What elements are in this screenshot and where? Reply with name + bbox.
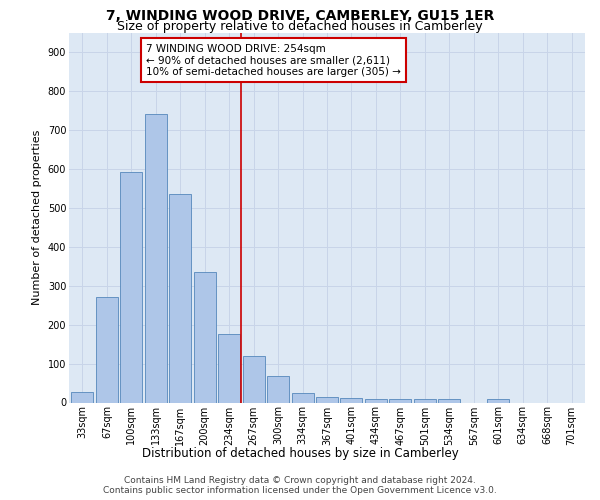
Y-axis label: Number of detached properties: Number of detached properties	[32, 130, 42, 305]
Bar	[194, 272, 216, 402]
Bar	[414, 400, 436, 402]
Bar	[365, 398, 387, 402]
Bar	[267, 376, 289, 402]
Bar	[169, 194, 191, 402]
Bar	[96, 296, 118, 403]
Bar	[242, 356, 265, 403]
Bar	[389, 400, 412, 402]
Text: 7, WINDING WOOD DRIVE, CAMBERLEY, GU15 1ER: 7, WINDING WOOD DRIVE, CAMBERLEY, GU15 1…	[106, 9, 494, 23]
Bar	[71, 392, 94, 402]
Text: Contains HM Land Registry data © Crown copyright and database right 2024.: Contains HM Land Registry data © Crown c…	[124, 476, 476, 485]
Bar	[340, 398, 362, 402]
Text: Contains public sector information licensed under the Open Government Licence v3: Contains public sector information licen…	[103, 486, 497, 495]
Bar	[292, 393, 314, 402]
Bar	[487, 398, 509, 402]
Text: Size of property relative to detached houses in Camberley: Size of property relative to detached ho…	[117, 20, 483, 33]
Bar	[316, 396, 338, 402]
Text: Distribution of detached houses by size in Camberley: Distribution of detached houses by size …	[142, 448, 458, 460]
Text: 7 WINDING WOOD DRIVE: 254sqm
← 90% of detached houses are smaller (2,611)
10% of: 7 WINDING WOOD DRIVE: 254sqm ← 90% of de…	[146, 44, 401, 77]
Bar	[438, 400, 460, 402]
Bar	[121, 172, 142, 402]
Bar	[218, 334, 240, 402]
Bar	[145, 114, 167, 403]
